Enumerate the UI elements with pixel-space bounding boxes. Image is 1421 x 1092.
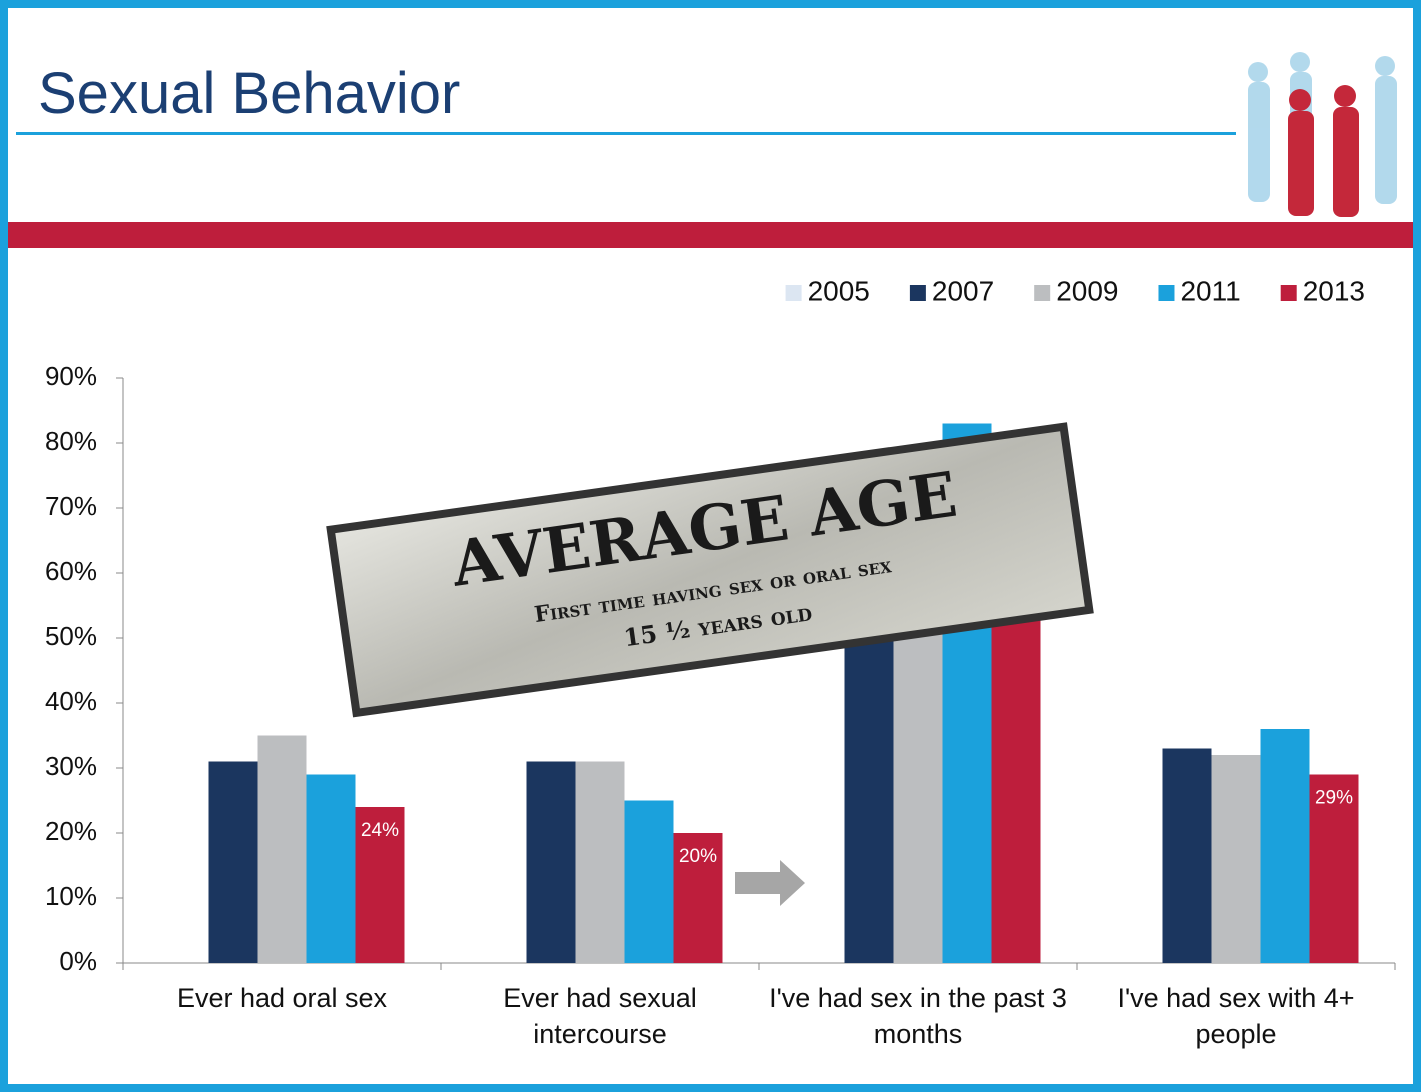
bar: [257, 735, 307, 963]
bar: [306, 774, 356, 963]
bar: [355, 807, 405, 963]
x-tick-label: I've had sex in the past 3 months: [769, 983, 1067, 1049]
bar: [991, 560, 1041, 963]
bar: [624, 800, 674, 963]
slide-title: Sexual Behavior: [38, 61, 461, 126]
title-rule: [16, 132, 1244, 135]
legend-swatch: [1158, 285, 1175, 301]
y-tick-label: 50%: [45, 621, 97, 651]
legend-label: 2005: [808, 275, 870, 306]
y-tick-label: 10%: [45, 881, 97, 911]
y-tick-label: 0%: [59, 946, 97, 976]
legend-label: 2007: [932, 275, 994, 306]
y-tick-label: 20%: [45, 816, 97, 846]
legend-label: 2009: [1056, 275, 1118, 306]
red-band: [8, 222, 1413, 248]
arrow: [735, 860, 805, 906]
bar: [526, 761, 576, 963]
average-age-sign: AVERAGE AGE First time having sex or ora…: [326, 422, 1094, 718]
y-tick-label: 60%: [45, 556, 97, 586]
bar: [673, 833, 723, 963]
bar: [1211, 755, 1261, 963]
bar: [1162, 748, 1212, 963]
bar: [208, 761, 258, 963]
people-image: [1236, 45, 1413, 220]
y-tick-label: 80%: [45, 426, 97, 456]
value-label: 20%: [679, 846, 717, 867]
legend-swatch: [1034, 285, 1051, 301]
bar: [575, 761, 625, 963]
legend-label: 2013: [1303, 275, 1365, 306]
x-tick-label: Ever had oral sex: [176, 983, 388, 1013]
y-tick-label: 70%: [45, 491, 97, 521]
value-label: 24%: [361, 820, 399, 841]
bar: [1260, 729, 1310, 963]
y-tick-label: 90%: [45, 361, 97, 391]
y-tick-label: 40%: [45, 686, 97, 716]
y-tick-label: 30%: [45, 751, 97, 781]
x-tick-label: Ever had sexual intercourse: [503, 983, 697, 1049]
legend-label: 2011: [1180, 275, 1240, 306]
x-tick-label: I've had sex with 4+ people: [1117, 983, 1355, 1049]
value-label: 29%: [1315, 788, 1353, 809]
legend-swatch: [909, 285, 926, 301]
bar: [1309, 774, 1359, 963]
sign-plate: [326, 422, 1094, 718]
legend-swatch: [785, 285, 802, 301]
legend-swatch: [1280, 285, 1297, 301]
